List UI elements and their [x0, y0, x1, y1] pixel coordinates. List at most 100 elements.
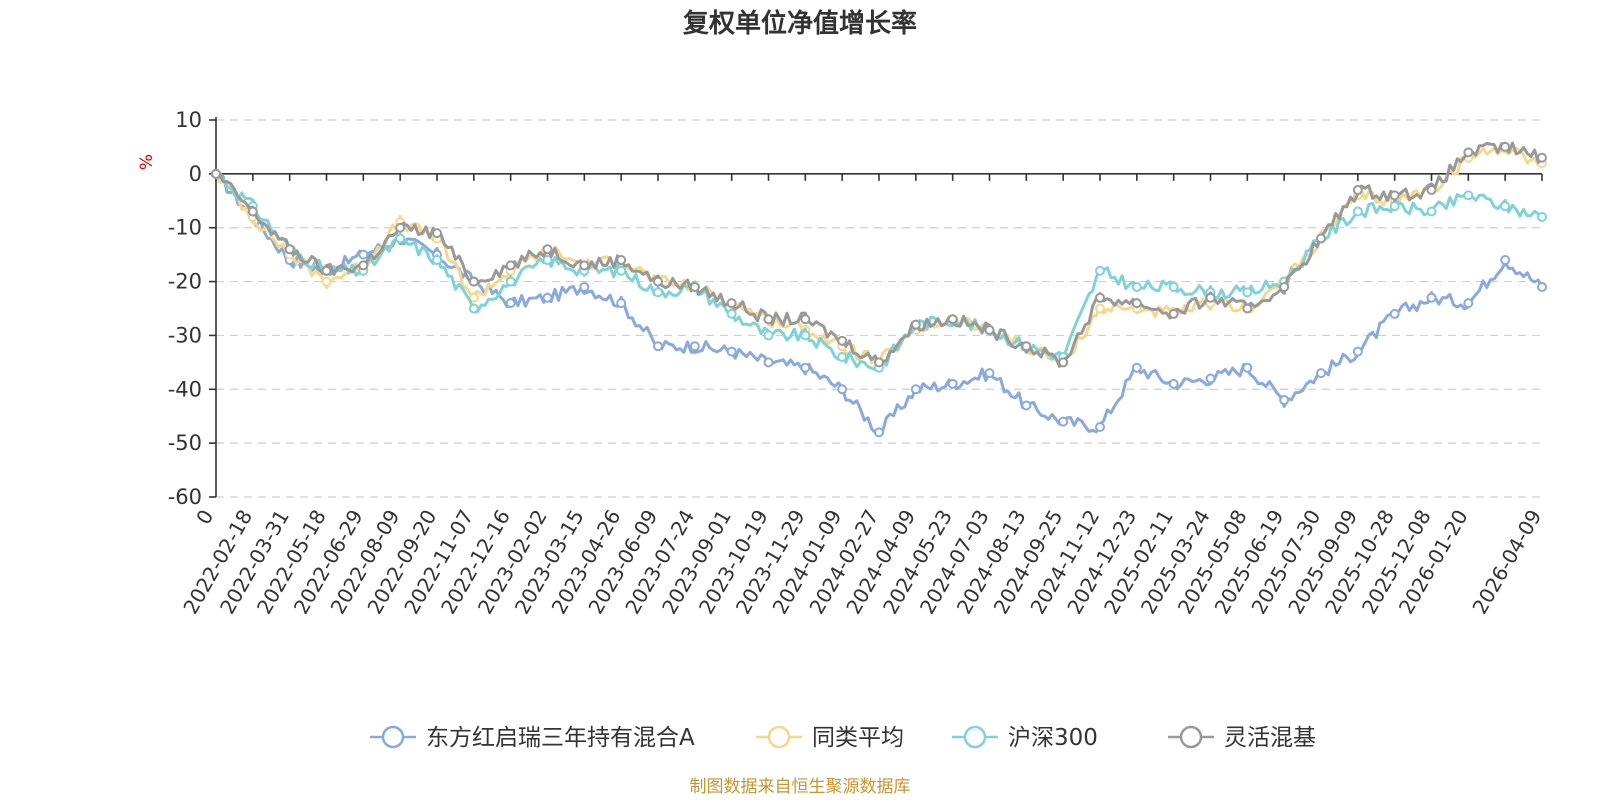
data-point [1537, 152, 1547, 163]
data-point [468, 303, 479, 314]
data-point [1352, 206, 1363, 217]
data-point [1058, 416, 1069, 427]
series-3 [211, 141, 1547, 368]
data-point [1500, 255, 1511, 266]
data-point [726, 308, 737, 319]
data-point [1500, 201, 1511, 212]
data-point [1242, 287, 1253, 298]
legend-marker-icon [963, 725, 987, 749]
chart-title: 复权单位净值增长率 [683, 8, 917, 39]
x-tick-label: 2026-04-09 [1467, 506, 1546, 619]
data-point [1131, 298, 1142, 309]
data-point [505, 260, 516, 271]
data-point [910, 384, 921, 395]
data-point [358, 249, 369, 260]
y-axis: 10 0 -10 -20 -30 -40 -50 -60 [168, 108, 217, 509]
data-point [837, 335, 848, 346]
y-axis-unit: % [137, 154, 157, 170]
data-point [800, 330, 811, 341]
data-point [947, 314, 958, 325]
data-point [1426, 206, 1437, 217]
data-point [874, 427, 884, 438]
legend-marker-icon [1179, 725, 1203, 749]
legend-item-2[interactable]: 沪深300 [952, 725, 1098, 751]
data-point [689, 281, 700, 292]
data-point [579, 281, 590, 292]
data-point [211, 168, 221, 179]
data-point [542, 255, 553, 266]
y-tick-label: -50 [168, 431, 202, 455]
data-point [1316, 233, 1326, 244]
data-point [1242, 362, 1253, 373]
data-point [763, 314, 774, 325]
y-tick-label: -20 [168, 270, 202, 294]
y-tick-label: -30 [168, 323, 202, 347]
data-point [874, 357, 884, 368]
data-point [689, 341, 700, 352]
data-point [837, 351, 848, 362]
data-point [1095, 421, 1105, 432]
data-point [763, 330, 774, 341]
legend-item-0[interactable]: 东方红启瑞三年持有混合A [370, 725, 695, 751]
data-point [1352, 185, 1363, 196]
legend-item-1[interactable]: 同类平均 [756, 725, 904, 751]
legend-label: 灵活混基 [1224, 725, 1316, 751]
data-point [653, 276, 663, 287]
data-point [837, 384, 848, 395]
data-point [432, 255, 442, 266]
data-point [1463, 190, 1474, 201]
data-point [726, 346, 737, 357]
legend-label: 同类平均 [812, 725, 904, 751]
data-point [321, 265, 332, 276]
data-point [1205, 292, 1216, 303]
legend-marker-icon [767, 725, 791, 749]
data-point [1021, 341, 1032, 352]
data-point [1095, 265, 1105, 276]
series-line [214, 172, 1544, 372]
data-point [432, 228, 442, 239]
data-point [358, 260, 369, 271]
data-point [505, 298, 516, 309]
data-point [763, 357, 774, 368]
data-point [616, 265, 627, 276]
x-axis: 02022-02-182022-03-312022-05-182022-06-2… [178, 173, 1546, 619]
data-point [542, 292, 553, 303]
data-point [1279, 395, 1290, 406]
data-point [542, 244, 553, 255]
grid-lines [216, 119, 1542, 498]
data-point [1352, 346, 1363, 357]
data-point [1389, 201, 1400, 212]
data-point [1463, 298, 1474, 309]
legend-item-3[interactable]: 灵活混基 [1168, 725, 1316, 751]
y-tick-label: -60 [168, 485, 202, 509]
series-line [214, 171, 1544, 435]
data-point [1279, 281, 1290, 292]
y-tick-label: -40 [168, 377, 202, 401]
data-point [1131, 281, 1142, 292]
data-point [910, 319, 921, 330]
data-point [395, 233, 406, 244]
legend-marker-icon [381, 725, 405, 749]
data-point [800, 314, 811, 325]
data-point [1426, 185, 1437, 196]
data-point [1131, 362, 1142, 373]
series-group [211, 141, 1547, 438]
data-point [653, 287, 663, 298]
data-point [1389, 190, 1400, 201]
data-point [1389, 308, 1400, 319]
data-point [616, 298, 627, 309]
legend[interactable]: 东方红启瑞三年持有混合A 同类平均 沪深300 灵活混基 [370, 725, 1316, 751]
data-point [1095, 292, 1105, 303]
data-point [800, 362, 811, 373]
data-point [1463, 147, 1474, 158]
y-tick-label: 10 [175, 108, 202, 132]
data-point [505, 276, 516, 287]
data-point [1426, 292, 1437, 303]
data-point [395, 222, 406, 233]
data-point [321, 276, 332, 287]
data-point [1095, 303, 1105, 314]
y-tick-label: 0 [189, 162, 202, 186]
source-note: 制图数据来自恒生聚源数据库 [690, 777, 911, 797]
data-point [616, 255, 627, 266]
